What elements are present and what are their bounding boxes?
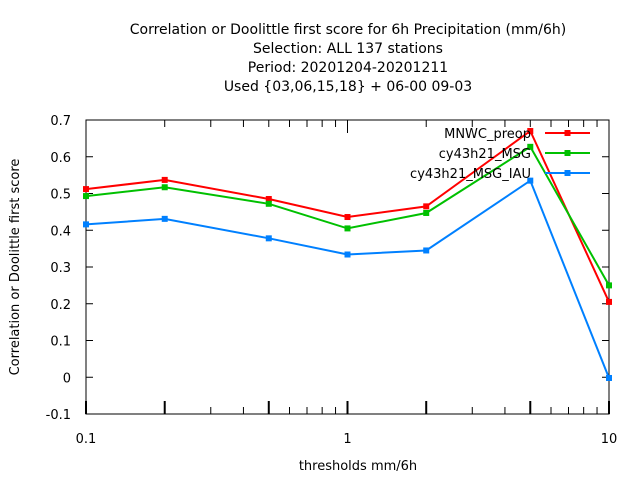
data-point bbox=[606, 298, 612, 305]
x-axis: 0.1 1 10 bbox=[76, 120, 618, 447]
data-series bbox=[83, 128, 612, 381]
data-point bbox=[423, 209, 430, 216]
y-tick-label: 0.4 bbox=[50, 224, 71, 239]
data-point bbox=[527, 128, 534, 135]
legend-label: MNWC_preop bbox=[444, 127, 531, 142]
data-point bbox=[344, 214, 351, 221]
data-point bbox=[423, 203, 430, 210]
data-point bbox=[265, 200, 272, 207]
chart-title-line: Selection: ALL 137 stations bbox=[253, 41, 443, 57]
chart-title-line: Correlation or Doolittle first score for… bbox=[130, 22, 567, 38]
x-tick-label: 10 bbox=[601, 432, 618, 447]
y-tick-label: 0.5 bbox=[50, 188, 71, 203]
y-axis-title: Correlation or Doolittle first score bbox=[8, 159, 23, 376]
data-point bbox=[83, 186, 89, 193]
data-point bbox=[265, 235, 272, 242]
y-tick-label: 0.2 bbox=[50, 298, 71, 313]
series-line-cy43h21_MSG_IAU bbox=[85, 179, 610, 379]
data-point bbox=[161, 215, 168, 222]
chart-title-line: Used {03,06,15,18} + 06-00 09-03 bbox=[224, 79, 472, 95]
legend-swatch-marker bbox=[564, 150, 571, 156]
data-point bbox=[83, 221, 89, 228]
legend-swatch-marker bbox=[564, 170, 571, 176]
y-tick-label: 0.6 bbox=[50, 151, 71, 166]
data-point bbox=[423, 247, 430, 254]
data-point bbox=[344, 225, 351, 232]
x-axis-title: thresholds mm/6h bbox=[299, 459, 417, 474]
legend-label: cy43h21_MSG_IAU bbox=[410, 167, 531, 182]
plot-frame bbox=[85, 119, 610, 415]
data-point bbox=[527, 143, 534, 150]
y-tick-label: 0.1 bbox=[50, 335, 71, 350]
data-point bbox=[606, 282, 612, 289]
y-tick-label: -0.1 bbox=[46, 408, 71, 423]
x-tick-label: 1 bbox=[343, 432, 351, 447]
chart-title-line: Period: 20201204-20201211 bbox=[248, 60, 448, 76]
legend-label: cy43h21_MSG bbox=[439, 147, 531, 162]
data-point bbox=[265, 196, 272, 203]
data-point bbox=[83, 193, 89, 200]
legend: MNWC_preop cy43h21_MSG cy43h21_MSG_IAU bbox=[410, 127, 590, 182]
y-tick-label: 0.3 bbox=[50, 261, 71, 276]
data-point bbox=[344, 251, 351, 258]
data-point bbox=[161, 176, 168, 183]
y-tick-label: 0 bbox=[63, 371, 71, 386]
legend-swatch-marker bbox=[564, 130, 571, 136]
y-axis: -0.1 0 0.1 0.2 0.3 0.4 0.5 0.6 0.7 bbox=[46, 114, 609, 423]
x-tick-label: 0.1 bbox=[76, 432, 97, 447]
data-point bbox=[161, 184, 168, 191]
y-tick-label: 0.7 bbox=[50, 114, 71, 129]
data-point bbox=[527, 177, 534, 184]
chart-title: Correlation or Doolittle first score for… bbox=[130, 22, 567, 95]
data-point bbox=[606, 374, 612, 381]
